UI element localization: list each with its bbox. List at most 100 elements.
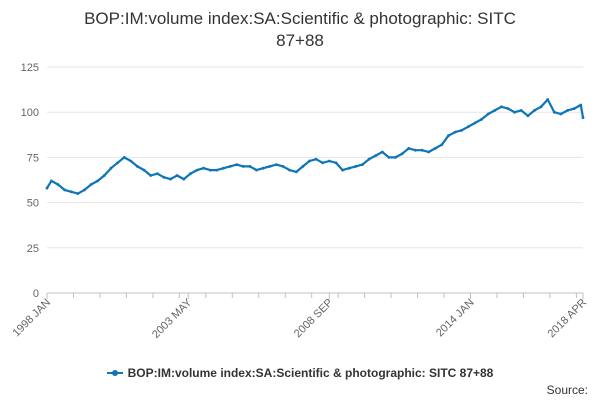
data-point xyxy=(96,179,100,183)
data-point xyxy=(162,175,166,179)
data-point xyxy=(447,134,450,138)
data-point xyxy=(327,159,331,163)
y-tick-label: 100 xyxy=(21,107,39,119)
chart-title: BOP:IM:volume index:SA:Scientific & phot… xyxy=(0,8,600,52)
data-point xyxy=(208,168,212,172)
data-point xyxy=(552,110,556,114)
data-point xyxy=(500,105,503,109)
data-point xyxy=(354,165,358,168)
data-point xyxy=(559,112,563,116)
source-label: Source: xyxy=(546,383,588,397)
x-tick-label: 2003 MAY xyxy=(150,296,195,341)
data-point xyxy=(513,110,516,114)
data-point xyxy=(129,159,133,163)
x-tick-label: 2018 APR xyxy=(546,297,590,341)
data-point xyxy=(420,148,424,152)
data-point xyxy=(473,121,477,125)
data-point xyxy=(142,168,146,172)
data-point xyxy=(347,166,351,170)
data-point xyxy=(182,177,186,181)
data-point xyxy=(374,154,378,158)
data-point xyxy=(367,157,371,161)
data-point xyxy=(45,186,49,190)
data-point xyxy=(314,157,318,161)
data-point xyxy=(275,163,278,167)
data-point xyxy=(407,147,411,150)
data-point xyxy=(480,118,483,121)
data-point xyxy=(149,174,153,177)
data-point xyxy=(581,116,585,119)
y-tick-label: 125 xyxy=(21,62,39,74)
data-point xyxy=(255,168,258,172)
data-point xyxy=(136,165,139,168)
data-point xyxy=(122,156,126,159)
data-point xyxy=(308,159,311,163)
data-point xyxy=(466,125,470,129)
data-point xyxy=(486,112,490,116)
data-point xyxy=(387,156,391,159)
data-point xyxy=(546,98,550,101)
data-point xyxy=(539,105,543,109)
data-point xyxy=(155,172,159,176)
series-line xyxy=(45,98,585,195)
y-tick-label: 75 xyxy=(27,152,39,164)
data-point xyxy=(202,166,206,170)
data-point xyxy=(222,166,225,170)
data-point xyxy=(533,109,536,112)
data-point xyxy=(102,174,106,177)
data-point xyxy=(433,147,437,150)
data-point xyxy=(235,163,239,167)
data-point xyxy=(228,165,232,168)
data-point xyxy=(248,165,252,168)
data-point xyxy=(294,170,298,174)
data-point xyxy=(63,188,66,192)
data-point xyxy=(519,109,523,112)
data-point xyxy=(460,128,464,132)
data-point xyxy=(506,107,510,110)
data-point xyxy=(281,165,285,168)
data-point xyxy=(321,161,325,165)
data-point xyxy=(414,148,417,152)
data-point xyxy=(440,143,444,147)
chart-title-line-2: 87+88 xyxy=(276,31,324,50)
data-point xyxy=(334,161,338,165)
data-point xyxy=(195,168,199,172)
data-point xyxy=(89,183,93,186)
x-tick-label: 2014 JAN xyxy=(434,297,477,340)
data-point xyxy=(493,109,497,112)
data-point xyxy=(341,168,344,172)
data-point xyxy=(566,109,569,112)
data-point xyxy=(380,150,384,154)
data-point xyxy=(288,168,291,172)
data-point xyxy=(56,183,60,186)
data-point xyxy=(109,166,113,170)
x-tick-label: 2008 SEP xyxy=(292,297,336,341)
legend-label: BOP:IM:volume index:SA:Scientific & phot… xyxy=(127,366,494,380)
data-point xyxy=(268,165,272,168)
data-point xyxy=(50,179,53,183)
data-point xyxy=(76,192,80,196)
x-tick-label: 1998 JAN xyxy=(10,297,53,340)
data-point xyxy=(572,107,576,110)
data-point xyxy=(116,161,119,165)
data-point xyxy=(169,177,172,181)
data-point xyxy=(361,163,364,167)
data-point xyxy=(189,172,192,176)
data-point xyxy=(175,174,179,177)
legend-line-marker-icon xyxy=(106,369,123,376)
data-point xyxy=(241,165,245,168)
data-point xyxy=(394,156,397,159)
y-tick-label: 0 xyxy=(33,288,39,300)
data-point xyxy=(261,166,265,170)
data-point xyxy=(69,190,73,194)
data-point xyxy=(301,165,305,168)
data-point xyxy=(83,188,86,192)
chart-title-line-1: BOP:IM:volume index:SA:Scientific & phot… xyxy=(84,9,516,28)
data-point xyxy=(215,168,219,172)
y-tick-label: 50 xyxy=(27,198,39,210)
legend[interactable]: BOP:IM:volume index:SA:Scientific & phot… xyxy=(0,366,600,380)
data-point xyxy=(453,130,457,134)
data-point xyxy=(400,152,404,156)
y-tick-label: 25 xyxy=(27,243,39,255)
